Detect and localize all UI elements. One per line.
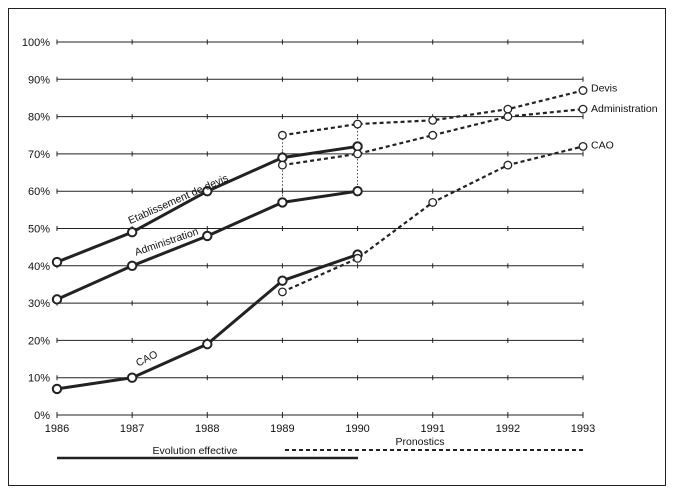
label-administration-forecast: Administration xyxy=(591,103,658,115)
series-line xyxy=(56,144,358,264)
y-tick-label: 100% xyxy=(22,37,50,49)
data-point xyxy=(352,186,363,197)
connector-lines xyxy=(282,124,358,203)
label-cao-forecast: CAO xyxy=(591,139,614,151)
data-point xyxy=(428,197,438,207)
y-tick-label: 0% xyxy=(34,410,50,422)
legend-forecast-label: Pronostics xyxy=(395,436,444,448)
grid-lines xyxy=(56,39,584,418)
x-tick-label: 1988 xyxy=(195,423,219,435)
x-tick-label: 1992 xyxy=(496,423,520,435)
x-tick-label: 1987 xyxy=(120,423,144,435)
series-line xyxy=(281,145,584,293)
data-point xyxy=(503,104,513,114)
data-point xyxy=(503,160,513,170)
data-point xyxy=(277,160,287,170)
legend: Evolution effective Pronostics xyxy=(57,436,583,460)
chart-frame xyxy=(8,8,666,486)
data-point xyxy=(353,149,363,159)
data-point xyxy=(126,227,138,238)
x-tick-label: 1989 xyxy=(270,423,294,435)
y-tick-label: 40% xyxy=(28,261,50,273)
legend-actual-label: Evolution effective xyxy=(152,445,237,457)
data-point xyxy=(277,197,288,208)
series-lines xyxy=(56,89,584,391)
data-point xyxy=(352,141,363,152)
x-tick-label: 1990 xyxy=(345,423,369,435)
data-point xyxy=(126,260,138,271)
data-point xyxy=(428,115,438,125)
y-tick-label: 50% xyxy=(28,224,50,236)
label-devis-forecast: Devis xyxy=(591,82,617,94)
data-point xyxy=(428,130,438,140)
data-points xyxy=(51,86,588,395)
y-tick-label: 30% xyxy=(28,298,50,310)
data-point xyxy=(353,119,363,129)
data-point xyxy=(277,152,288,163)
data-point xyxy=(51,383,63,395)
data-point xyxy=(126,372,138,383)
data-point xyxy=(277,275,288,286)
y-tick-label: 80% xyxy=(28,112,50,124)
data-point xyxy=(51,256,63,268)
data-point xyxy=(202,186,213,197)
y-tick-label: 60% xyxy=(28,186,50,198)
x-tick-label: 1991 xyxy=(420,423,444,435)
data-point xyxy=(353,253,363,263)
series-line xyxy=(56,253,359,391)
data-point xyxy=(578,104,588,114)
series-line xyxy=(282,89,584,137)
x-tick-label: 1993 xyxy=(571,423,595,435)
label-etablissement-devis: Etablissement de devis xyxy=(126,172,230,227)
y-axis-ticks: 0% 10% 20% 30% 40% 50% 60% 70% 80% 90% 100% xyxy=(22,37,50,422)
data-point xyxy=(277,287,287,297)
series-line xyxy=(282,108,584,167)
data-point xyxy=(202,338,213,350)
data-point xyxy=(51,294,63,305)
y-tick-label: 90% xyxy=(28,74,50,86)
data-point xyxy=(578,86,588,95)
data-point xyxy=(503,112,513,122)
data-point xyxy=(277,130,287,140)
y-tick-label: 20% xyxy=(28,335,50,347)
x-axis-ticks: 1986 1987 1988 1989 1990 1991 1992 1993 xyxy=(45,423,595,435)
data-point xyxy=(578,141,588,151)
y-tick-label: 70% xyxy=(28,149,50,161)
data-point xyxy=(202,230,213,242)
y-tick-label: 10% xyxy=(28,373,50,385)
x-tick-label: 1986 xyxy=(45,423,69,435)
series-labels: Etablissement de devis Administration CAO D… xyxy=(126,82,657,369)
